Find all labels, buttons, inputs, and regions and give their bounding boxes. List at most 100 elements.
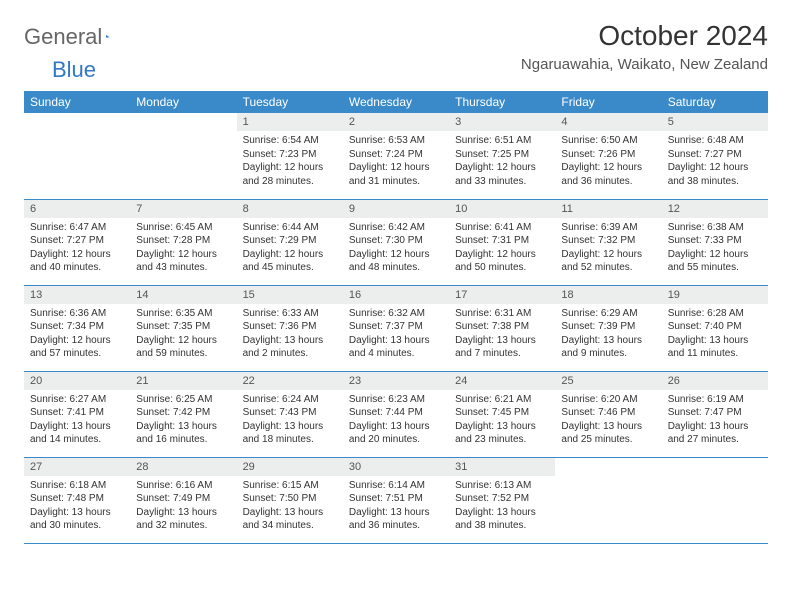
daylight-text-1: Daylight: 12 hours [243, 248, 337, 262]
daylight-text-2: and 25 minutes. [561, 433, 655, 447]
day-details: Sunrise: 6:35 AMSunset: 7:35 PMDaylight:… [130, 304, 236, 363]
sunrise-text: Sunrise: 6:28 AM [668, 307, 762, 321]
daylight-text-1: Daylight: 13 hours [455, 334, 549, 348]
day-details: Sunrise: 6:25 AMSunset: 7:42 PMDaylight:… [130, 390, 236, 449]
calendar-day-cell: 13Sunrise: 6:36 AMSunset: 7:34 PMDayligh… [24, 285, 130, 371]
day-details: Sunrise: 6:53 AMSunset: 7:24 PMDaylight:… [343, 131, 449, 190]
calendar-day-cell: 9Sunrise: 6:42 AMSunset: 7:30 PMDaylight… [343, 199, 449, 285]
day-number: 11 [555, 200, 661, 218]
sunset-text: Sunset: 7:41 PM [30, 406, 124, 420]
day-number: 18 [555, 286, 661, 304]
daylight-text-2: and 33 minutes. [455, 175, 549, 189]
daylight-text-2: and 57 minutes. [30, 347, 124, 361]
sunset-text: Sunset: 7:43 PM [243, 406, 337, 420]
sunrise-text: Sunrise: 6:20 AM [561, 393, 655, 407]
daylight-text-1: Daylight: 12 hours [455, 161, 549, 175]
daylight-text-2: and 59 minutes. [136, 347, 230, 361]
daylight-text-1: Daylight: 13 hours [243, 420, 337, 434]
day-details: Sunrise: 6:20 AMSunset: 7:46 PMDaylight:… [555, 390, 661, 449]
calendar-day-cell: 10Sunrise: 6:41 AMSunset: 7:31 PMDayligh… [449, 199, 555, 285]
sunrise-text: Sunrise: 6:24 AM [243, 393, 337, 407]
sunrise-text: Sunrise: 6:41 AM [455, 221, 549, 235]
day-number: 15 [237, 286, 343, 304]
sunset-text: Sunset: 7:33 PM [668, 234, 762, 248]
daylight-text-2: and 30 minutes. [30, 519, 124, 533]
daylight-text-1: Daylight: 13 hours [136, 506, 230, 520]
sunrise-text: Sunrise: 6:35 AM [136, 307, 230, 321]
day-details: Sunrise: 6:33 AMSunset: 7:36 PMDaylight:… [237, 304, 343, 363]
calendar-day-cell [24, 113, 130, 199]
sunrise-text: Sunrise: 6:48 AM [668, 134, 762, 148]
daylight-text-2: and 45 minutes. [243, 261, 337, 275]
calendar-day-cell: 19 Sunrise: 6:28 AMSunset: 7:40 PMDayligh… [662, 285, 768, 371]
calendar-day-cell: 2Sunrise: 6:53 AMSunset: 7:24 PMDaylight… [343, 113, 449, 199]
calendar-day-cell: 11Sunrise: 6:39 AMSunset: 7:32 PMDayligh… [555, 199, 661, 285]
day-details: Sunrise: 6:24 AMSunset: 7:43 PMDaylight:… [237, 390, 343, 449]
calendar-day-cell: 30Sunrise: 6:14 AMSunset: 7:51 PMDayligh… [343, 457, 449, 543]
sunrise-text: Sunrise: 6:25 AM [136, 393, 230, 407]
day-number: 13 [24, 286, 130, 304]
daylight-text-2: and 32 minutes. [136, 519, 230, 533]
day-details: Sunrise: 6:36 AMSunset: 7:34 PMDaylight:… [24, 304, 130, 363]
daylight-text-1: Daylight: 12 hours [349, 161, 443, 175]
sunset-text: Sunset: 7:51 PM [349, 492, 443, 506]
daylight-text-2: and 23 minutes. [455, 433, 549, 447]
logo: General [24, 24, 130, 50]
calendar-day-cell: 18Sunrise: 6:29 AMSunset: 7:39 PMDayligh… [555, 285, 661, 371]
calendar-day-cell: 31Sunrise: 6:13 AMSunset: 7:52 PMDayligh… [449, 457, 555, 543]
day-number: 9 [343, 200, 449, 218]
day-details: Sunrise: 6:47 AMSunset: 7:27 PMDaylight:… [24, 218, 130, 277]
daylight-text-2: and 34 minutes. [243, 519, 337, 533]
day-details: Sunrise: 6:45 AMSunset: 7:28 PMDaylight:… [130, 218, 236, 277]
sunrise-text: Sunrise: 6:50 AM [561, 134, 655, 148]
calendar-day-cell [555, 457, 661, 543]
daylight-text-2: and 16 minutes. [136, 433, 230, 447]
day-number: 21 [130, 372, 236, 390]
day-details: Sunrise: 6:31 AMSunset: 7:38 PMDaylight:… [449, 304, 555, 363]
daylight-text-1: Daylight: 13 hours [349, 506, 443, 520]
daylight-text-2: and 9 minutes. [561, 347, 655, 361]
calendar-week-row: 13Sunrise: 6:36 AMSunset: 7:34 PMDayligh… [24, 285, 768, 371]
logo-text-general: General [24, 24, 102, 50]
calendar-week-row: 20Sunrise: 6:27 AMSunset: 7:41 PMDayligh… [24, 371, 768, 457]
sunset-text: Sunset: 7:26 PM [561, 148, 655, 162]
daylight-text-1: Daylight: 13 hours [668, 334, 762, 348]
calendar-day-cell: 23Sunrise: 6:23 AMSunset: 7:44 PMDayligh… [343, 371, 449, 457]
sunset-text: Sunset: 7:45 PM [455, 406, 549, 420]
daylight-text-1: Daylight: 12 hours [30, 248, 124, 262]
sunset-text: Sunset: 7:38 PM [455, 320, 549, 334]
daylight-text-1: Daylight: 13 hours [349, 420, 443, 434]
daylight-text-1: Daylight: 13 hours [455, 420, 549, 434]
sunrise-text: Sunrise: 6:16 AM [136, 479, 230, 493]
daylight-text-1: Daylight: 13 hours [668, 420, 762, 434]
daylight-text-1: Daylight: 13 hours [349, 334, 443, 348]
logo-text-blue: Blue [52, 57, 96, 82]
calendar-day-cell: 7Sunrise: 6:45 AMSunset: 7:28 PMDaylight… [130, 199, 236, 285]
day-number: 29 [237, 458, 343, 476]
sunset-text: Sunset: 7:44 PM [349, 406, 443, 420]
sunset-text: Sunset: 7:31 PM [455, 234, 549, 248]
day-header: Tuesday [237, 91, 343, 113]
day-details: Sunrise: 6:16 AMSunset: 7:49 PMDaylight:… [130, 476, 236, 535]
day-number: 23 [343, 372, 449, 390]
sunrise-text: Sunrise: 6:31 AM [455, 307, 549, 321]
calendar-day-cell: 8Sunrise: 6:44 AMSunset: 7:29 PMDaylight… [237, 199, 343, 285]
calendar-day-cell: 26Sunrise: 6:19 AMSunset: 7:47 PMDayligh… [662, 371, 768, 457]
sunrise-text: Sunrise: 6:42 AM [349, 221, 443, 235]
day-number: 31 [449, 458, 555, 476]
day-number: 19 [662, 286, 768, 304]
sunrise-text: Sunrise: 6:18 AM [30, 479, 124, 493]
calendar-day-cell: 15Sunrise: 6:33 AMSunset: 7:36 PMDayligh… [237, 285, 343, 371]
calendar-day-cell: 27Sunrise: 6:18 AMSunset: 7:48 PMDayligh… [24, 457, 130, 543]
sunrise-text: Sunrise: 6:33 AM [243, 307, 337, 321]
sunset-text: Sunset: 7:40 PM [668, 320, 762, 334]
sunset-text: Sunset: 7:27 PM [30, 234, 124, 248]
calendar-day-cell: 28Sunrise: 6:16 AMSunset: 7:49 PMDayligh… [130, 457, 236, 543]
day-number: 6 [24, 200, 130, 218]
daylight-text-2: and 40 minutes. [30, 261, 124, 275]
daylight-text-1: Daylight: 13 hours [136, 420, 230, 434]
daylight-text-2: and 36 minutes. [561, 175, 655, 189]
calendar-week-row: 27Sunrise: 6:18 AMSunset: 7:48 PMDayligh… [24, 457, 768, 543]
daylight-text-1: Daylight: 13 hours [30, 420, 124, 434]
day-details: Sunrise: 6:39 AMSunset: 7:32 PMDaylight:… [555, 218, 661, 277]
